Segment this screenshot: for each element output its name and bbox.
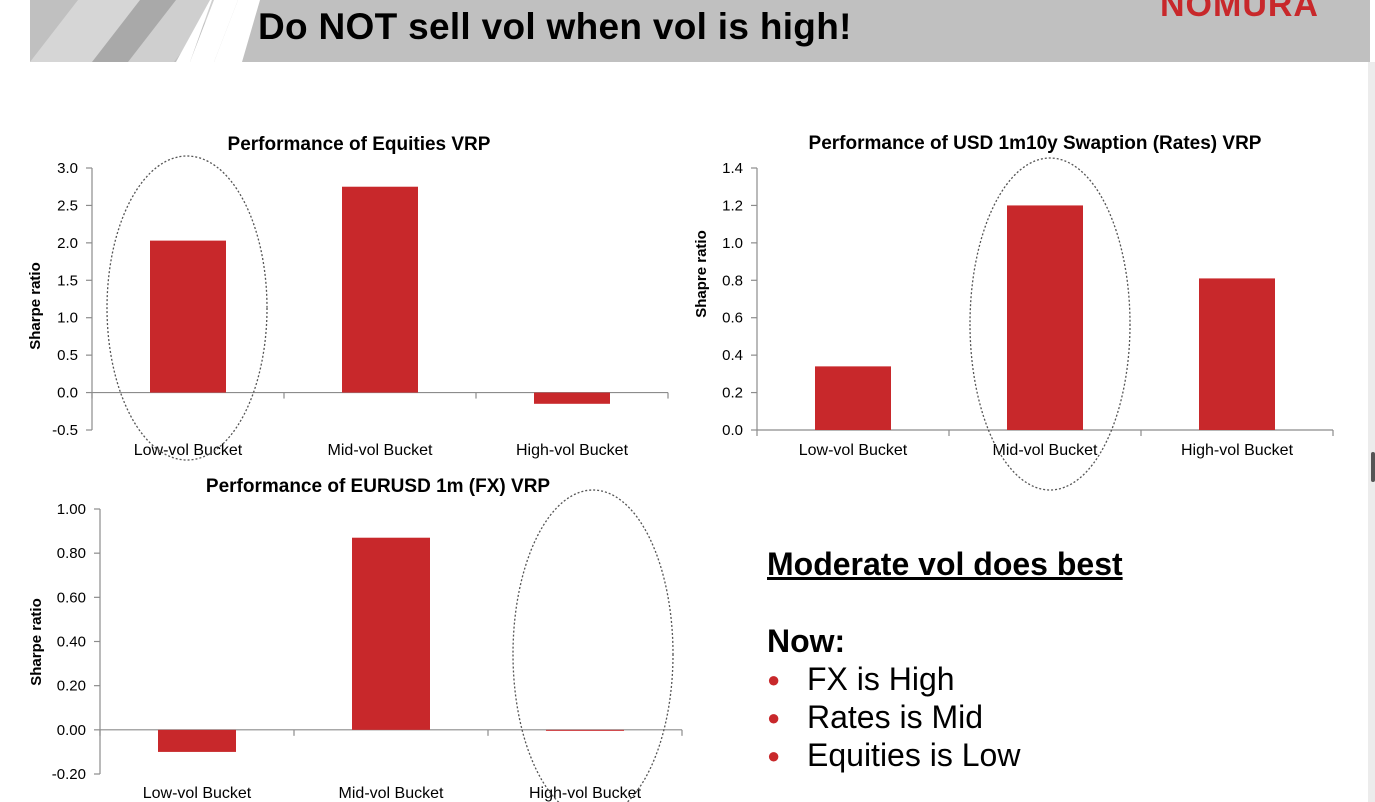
bar-high-vol-bucket [1199,278,1275,430]
y-tick-label: 1.4 [722,160,743,177]
y-axis-label: Shapre ratio [693,230,710,318]
equities-vrp-chart: Performance of Equities VRP Sharpe ratio -… [27,134,669,461]
chart-title: Performance of USD 1m10y Swaption (Rates… [809,133,1262,154]
y-tick-label: 0.0 [57,385,78,402]
slide-title: Do NOT sell vol when vol is high! [258,6,852,47]
bar-high-vol-bucket [534,392,610,404]
y-tick-label: 2.0 [57,235,78,252]
chart-title: Performance of Equities VRP [228,134,491,155]
rates-vrp-chart: Performance of USD 1m10y Swaption (Rates… [693,133,1334,491]
x-category-label: Mid-vol Bucket [328,442,433,459]
y-axis-label: Sharpe ratio [27,262,44,350]
y-tick-label: -0.20 [52,766,86,783]
y-tick-label: 2.5 [57,197,78,214]
highlight-ellipse [969,157,1131,491]
bar-high-vol-bucket [546,729,624,731]
y-tick-label: 0.6 [722,310,743,327]
y-tick-label: 0.5 [57,347,78,364]
bullet-dot-icon: ● [767,743,781,768]
bar-mid-vol-bucket [1007,205,1083,430]
now-label: Now: [767,623,846,659]
x-category-label: Mid-vol Bucket [993,442,1098,459]
y-tick-label: 0.4 [722,347,743,364]
x-category-label: Low-vol Bucket [134,442,243,459]
y-axis-label: Sharpe ratio [28,598,45,686]
bullet-dot-icon: ● [767,705,781,730]
right-edge-strip [1368,62,1375,802]
bar-low-vol-bucket [815,366,891,430]
bar-low-vol-bucket [158,729,236,752]
nomura-logo: NOMURA [1160,0,1319,24]
y-tick-label: 1.5 [57,272,78,289]
x-category-label: Low-vol Bucket [799,442,908,459]
fx-vrp-chart: Performance of EURUSD 1m (FX) VRP Sharpe … [28,476,683,802]
y-tick-label: 0.80 [57,545,86,562]
x-category-label: High-vol Bucket [529,785,642,802]
bar-mid-vol-bucket [352,537,430,730]
y-tick-label: 1.00 [57,501,86,518]
slide-header: Do NOT sell vol when vol is high! NOMURA [0,0,1375,62]
x-category-label: Low-vol Bucket [143,785,252,802]
y-tick-label: 0.00 [57,722,86,739]
y-tick-label: -0.5 [52,422,78,439]
x-category-label: High-vol Bucket [1181,442,1294,459]
y-tick-label: 1.0 [722,235,743,252]
bar-mid-vol-bucket [342,186,418,393]
y-tick-label: 0.20 [57,678,86,695]
x-category-label: High-vol Bucket [516,442,629,459]
y-tick-label: 3.0 [57,160,78,177]
bar-low-vol-bucket [150,240,226,393]
y-tick-label: 0.0 [722,422,743,439]
y-tick-label: 0.40 [57,634,86,651]
bullet-dot-icon: ● [767,667,781,692]
y-tick-label: 0.2 [722,385,743,402]
takeaway-panel: Moderate vol does best Now: ● FX is High… [767,546,1123,773]
y-tick-label: 1.0 [57,310,78,327]
y-tick-label: 0.8 [722,272,743,289]
edge-scroll-handle[interactable] [1371,452,1375,482]
y-tick-label: 1.2 [722,197,743,214]
takeaway-title: Moderate vol does best [767,546,1123,582]
highlight-ellipse [106,155,268,461]
x-category-label: Mid-vol Bucket [339,785,444,802]
header-stripes [30,0,1370,62]
highlight-ellipse [512,489,674,802]
y-tick-label: 0.60 [57,589,86,606]
chart-title: Performance of EURUSD 1m (FX) VRP [206,476,551,497]
